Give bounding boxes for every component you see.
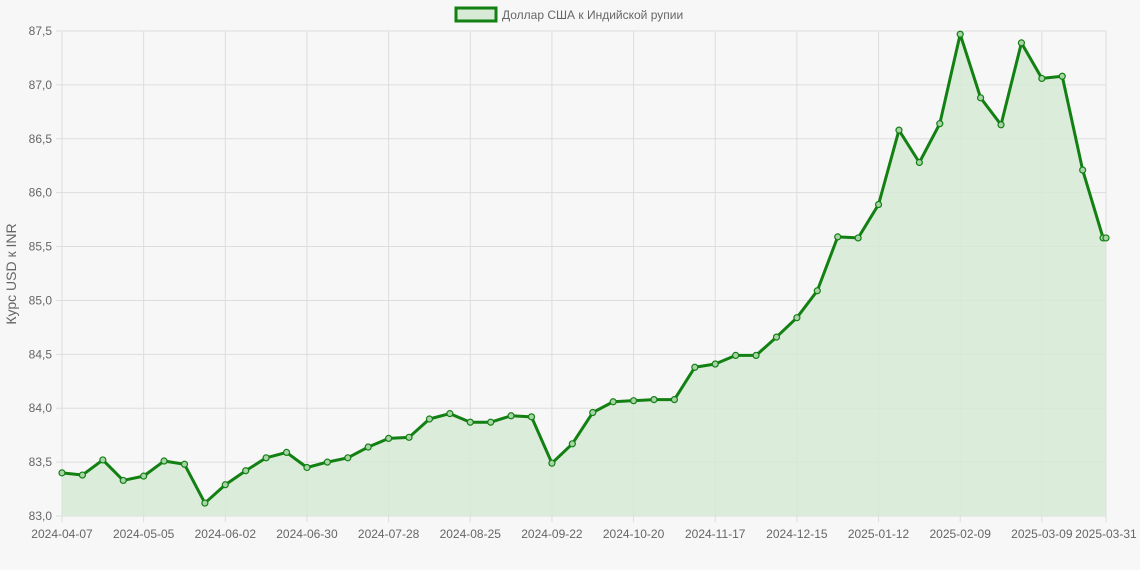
data-point[interactable] xyxy=(772,333,781,341)
data-point[interactable] xyxy=(874,200,883,209)
data-point[interactable] xyxy=(956,30,964,38)
data-point[interactable] xyxy=(670,396,679,404)
data-point[interactable] xyxy=(466,418,474,426)
data-point[interactable] xyxy=(119,476,127,485)
y-tick-label: 85,0 xyxy=(29,293,53,307)
data-point[interactable] xyxy=(405,433,413,441)
data-point[interactable] xyxy=(323,458,331,466)
x-tick-label: 2024-04-07 xyxy=(31,527,93,541)
area-fill xyxy=(62,34,1106,516)
x-tick-label: 2025-01-12 xyxy=(848,527,910,541)
data-point[interactable] xyxy=(997,121,1005,129)
data-point[interactable] xyxy=(1017,39,1026,47)
data-point[interactable] xyxy=(160,457,168,465)
data-point[interactable] xyxy=(609,398,617,406)
data-point[interactable] xyxy=(180,460,189,468)
data-point[interactable] xyxy=(221,481,229,489)
data-point[interactable] xyxy=(201,499,209,507)
x-tick-label: 2025-03-09 xyxy=(1011,527,1073,541)
y-axis-ticks: 83,0 83,5 84,0 84,5 85,0 85,5 86,0 86,5 87,0 87,5 xyxy=(29,24,53,523)
data-point[interactable] xyxy=(425,415,434,423)
legend-swatch[interactable] xyxy=(454,6,498,23)
data-point[interactable] xyxy=(99,456,107,464)
x-tick-label: 2024-12-15 xyxy=(766,527,828,541)
x-tick-label: 2024-06-02 xyxy=(195,527,257,541)
data-point[interactable] xyxy=(895,126,903,134)
data-point[interactable] xyxy=(976,94,985,102)
data-point[interactable] xyxy=(364,443,372,451)
data-point[interactable] xyxy=(303,463,311,472)
x-tick-label: 2024-09-22 xyxy=(521,527,583,541)
x-tick-label: 2024-07-28 xyxy=(358,527,420,541)
legend[interactable]: Доллар США к Индийской рупии xyxy=(454,6,683,23)
series-area xyxy=(62,34,1106,516)
data-point[interactable] xyxy=(854,234,862,242)
x-axis-ticks: 2024-04-07 2024-05-05 2024-06-02 2024-06-30… xyxy=(31,527,1137,541)
data-point[interactable] xyxy=(446,410,454,418)
data-point[interactable] xyxy=(650,396,658,404)
data-point[interactable] xyxy=(793,314,801,322)
y-tick-label: 85,5 xyxy=(29,240,53,254)
data-point[interactable] xyxy=(936,120,944,128)
x-tick-label: 2024-06-30 xyxy=(276,527,338,541)
data-point[interactable] xyxy=(527,413,536,421)
data-point[interactable] xyxy=(834,233,842,241)
legend-label[interactable]: Доллар США к Индийской рупии xyxy=(502,8,683,22)
data-point[interactable] xyxy=(752,351,760,360)
y-tick-label: 83,5 xyxy=(29,455,53,469)
data-point[interactable] xyxy=(1079,166,1087,174)
data-point[interactable] xyxy=(548,459,556,467)
data-point[interactable] xyxy=(813,287,821,295)
y-axis-title: Курс USD к INR xyxy=(3,223,19,324)
data-points xyxy=(58,30,1110,507)
data-point[interactable] xyxy=(1102,234,1110,242)
x-tick-label: 2024-08-25 xyxy=(440,527,502,541)
data-point[interactable] xyxy=(711,360,719,368)
data-point[interactable] xyxy=(732,351,740,360)
data-point[interactable] xyxy=(629,397,638,405)
data-point[interactable] xyxy=(242,467,250,475)
data-point[interactable] xyxy=(140,472,148,480)
x-tick-label: 2024-05-05 xyxy=(113,527,175,541)
y-tick-label: 87,0 xyxy=(29,78,53,92)
data-point[interactable] xyxy=(58,469,66,477)
x-tick-label: 2024-10-20 xyxy=(603,527,665,541)
data-point[interactable] xyxy=(385,434,393,442)
data-point[interactable] xyxy=(487,418,495,426)
y-tick-label: 86,5 xyxy=(29,132,53,146)
y-tick-label: 84,5 xyxy=(29,347,53,361)
y-tick-label: 86,0 xyxy=(29,186,53,200)
data-point[interactable] xyxy=(589,408,597,417)
x-tick-label: 2024-11-17 xyxy=(685,527,746,541)
data-point[interactable] xyxy=(568,440,576,448)
x-tick-label: 2025-03-31 xyxy=(1075,527,1137,541)
x-tick-label: 2025-02-09 xyxy=(929,527,991,541)
y-tick-label: 87,5 xyxy=(29,24,53,38)
y-tick-label: 84,0 xyxy=(29,401,53,415)
data-point[interactable] xyxy=(1038,74,1046,83)
data-point[interactable] xyxy=(1058,72,1066,80)
data-point[interactable] xyxy=(691,363,699,371)
data-point[interactable] xyxy=(262,454,270,462)
data-point[interactable] xyxy=(344,454,352,462)
y-tick-label: 83,0 xyxy=(29,509,53,523)
data-point[interactable] xyxy=(282,448,291,457)
data-point[interactable] xyxy=(78,471,87,479)
data-point[interactable] xyxy=(915,158,923,167)
data-point[interactable] xyxy=(507,412,515,420)
